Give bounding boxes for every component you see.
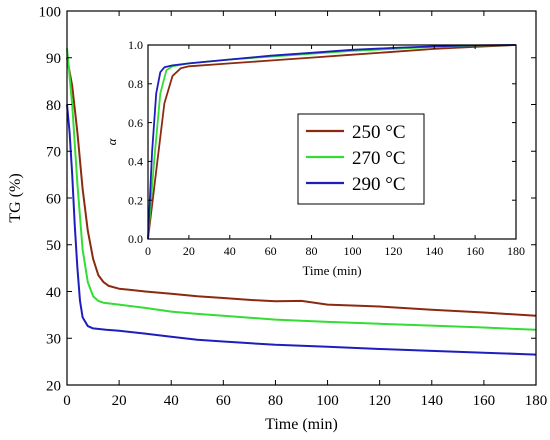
x-tick-label: 180 xyxy=(507,244,525,258)
y-tick-label: 80 xyxy=(46,98,61,114)
y-tick-label: 70 xyxy=(46,145,61,161)
y-tick-label: 20 xyxy=(46,378,61,394)
y-tick-label: 0.6 xyxy=(128,116,143,130)
x-tick-label: 60 xyxy=(216,393,231,409)
x-tick-label: 40 xyxy=(164,393,179,409)
y-tick-label: 30 xyxy=(46,332,61,348)
series-line-250c xyxy=(147,44,517,240)
x-tick-label: 140 xyxy=(421,393,444,409)
y-tick-label: 50 xyxy=(46,238,61,254)
y-tick-label: 1.0 xyxy=(128,38,143,52)
y-tick-label: 60 xyxy=(46,191,61,207)
series-line-290c xyxy=(147,44,517,240)
y-tick-label: 0.8 xyxy=(128,77,143,91)
main-plot: 0 20 40 60 80 100 120 140 160 1802030405060708090… xyxy=(7,4,547,433)
y-tick-label: 90 xyxy=(46,51,61,67)
legend-box xyxy=(297,113,425,205)
legend-label: 270 °C xyxy=(352,148,406,169)
y-tick-label: 0.2 xyxy=(128,193,143,207)
x-tick-label: 80 xyxy=(306,244,318,258)
x-tick-label: 120 xyxy=(384,244,402,258)
x-tick-label: 160 xyxy=(466,244,484,258)
y-tick-label: 40 xyxy=(46,285,61,301)
y-axis-label: α xyxy=(104,137,119,145)
y-tick-label: 0.4 xyxy=(128,155,143,169)
x-tick-label: 60 xyxy=(265,244,277,258)
series-line-270c xyxy=(66,48,537,331)
x-tick-label: 160 xyxy=(473,393,496,409)
x-tick-label: 100 xyxy=(343,244,361,258)
y-axis-label: TG (%) xyxy=(7,173,24,222)
legend-label: 250 °C xyxy=(352,122,406,143)
x-tick-label: 180 xyxy=(525,393,548,409)
inset-plot: 0 20 40 60 80 100 120 140 160 180 0.0 0.2 0.4 0.6 0.8 1… xyxy=(104,38,525,278)
x-tick-label: 40 xyxy=(224,244,236,258)
plot-frame xyxy=(147,44,517,240)
x-tick-label: 0 xyxy=(63,393,71,409)
x-tick-label: 0 xyxy=(145,244,151,258)
series-line-250c xyxy=(66,57,537,317)
x-tick-label: 120 xyxy=(368,393,391,409)
legend-label: 290 °C xyxy=(352,174,406,195)
x-axis-label: Time (min) xyxy=(265,416,338,433)
y-tick-label: 100 xyxy=(39,4,62,20)
x-tick-label: 20 xyxy=(183,244,195,258)
x-tick-label: 80 xyxy=(268,393,283,409)
x-tick-label: 140 xyxy=(425,244,443,258)
x-tick-label: 20 xyxy=(112,393,127,409)
series-line-290c xyxy=(66,104,537,356)
x-tick-label: 100 xyxy=(316,393,339,409)
y-tick-label: 0.0 xyxy=(128,232,143,246)
x-axis-label: Time (min) xyxy=(302,263,361,278)
